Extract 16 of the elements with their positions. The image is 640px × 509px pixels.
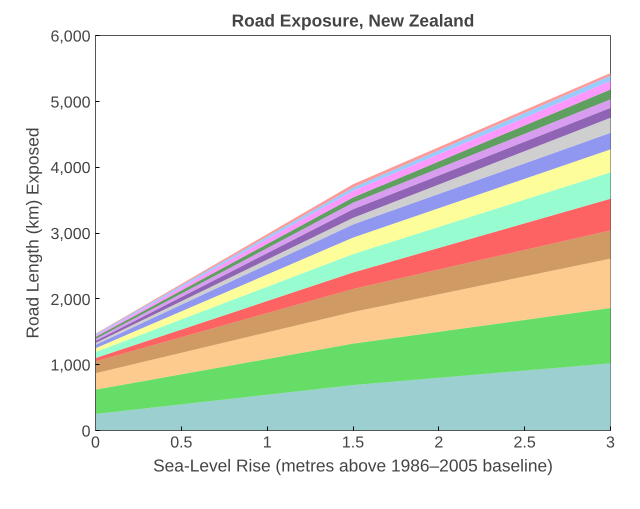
x-tick-label: 1 bbox=[262, 434, 272, 452]
y-tick-label: 6,000 bbox=[50, 28, 91, 46]
x-tick-label: 1.5 bbox=[342, 434, 364, 452]
y-axis-title: Road Length (km) Exposed bbox=[22, 128, 42, 338]
y-tick-label: 5,000 bbox=[50, 94, 91, 112]
x-tick-label: 0.5 bbox=[170, 434, 193, 452]
x-tick-label: 3 bbox=[606, 434, 616, 452]
chart-title: Road Exposure, New Zealand bbox=[232, 10, 474, 30]
x-tick-label: 2.5 bbox=[514, 434, 536, 452]
y-tick-label: 0 bbox=[82, 424, 91, 440]
y-tick-label: 2,000 bbox=[50, 292, 91, 309]
y-tick-label: 1,000 bbox=[50, 358, 91, 375]
x-axis-title: Sea-Level Rise (metres above 1986–2005 baseline) bbox=[153, 456, 553, 476]
y-tick-label: 4,000 bbox=[50, 160, 91, 178]
x-tick-label: 2 bbox=[434, 434, 444, 452]
y-tick-label: 3,000 bbox=[50, 226, 91, 243]
